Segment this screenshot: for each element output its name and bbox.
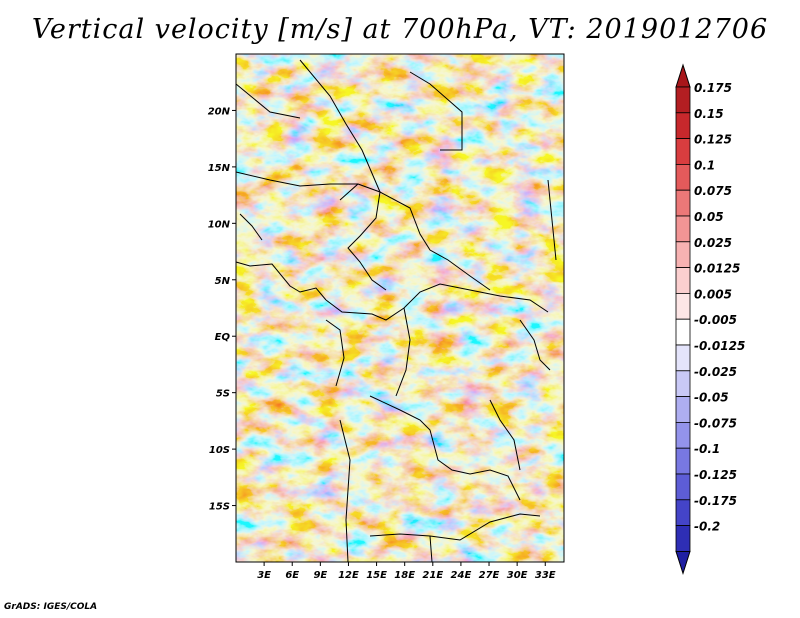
chart-title: Vertical velocity [m/s] at 700hPa, VT: 2… — [31, 14, 769, 45]
country-border — [325, 319, 345, 387]
country-border — [379, 191, 491, 291]
colorbar-swatch — [675, 525, 691, 552]
colorbar-bottom-cap — [675, 550, 691, 576]
lon-tick-label: 15E — [366, 570, 387, 581]
lon-tick-label: 9E — [313, 570, 327, 581]
colorbar-label: -0.125 — [694, 468, 737, 482]
lon-tick-label: 33E — [535, 570, 556, 581]
country-border — [239, 213, 263, 241]
lon-tick-label: 3E — [257, 570, 271, 581]
colorbar-label: -0.0125 — [694, 339, 745, 353]
lon-tick-label: 12E — [338, 570, 359, 581]
colorbar-label: 0.15 — [694, 107, 724, 121]
map-frame — [235, 53, 565, 563]
colorbar-label: 0.0125 — [694, 262, 740, 276]
colorbar-swatch — [675, 215, 691, 243]
lat-tick-label: 5N — [215, 276, 231, 287]
lat-tick-label: 5S — [216, 389, 230, 400]
country-border — [519, 319, 551, 371]
country-border — [369, 513, 541, 541]
lat-tick-label: 10S — [209, 445, 230, 456]
colorbar-label: 0.025 — [694, 236, 732, 250]
colorbar-top-cap — [675, 63, 691, 88]
longitude-axis: 3E 6E 9E 12E 15E 18E 21E 24E 27E 30E 33E — [257, 562, 556, 581]
country-border — [409, 71, 463, 151]
colorbar-swatch — [675, 344, 691, 372]
colorbar-swatch — [675, 112, 691, 140]
country-border — [547, 179, 557, 261]
colorbar-label: -0.05 — [694, 391, 729, 405]
colorbar-swatch — [675, 447, 691, 475]
colorbar-swatch — [675, 86, 691, 114]
country-border — [395, 307, 411, 397]
country-borders — [235, 59, 557, 563]
plot-area — [235, 53, 565, 563]
country-border — [325, 283, 549, 321]
colorbar-label: 0.075 — [694, 184, 732, 198]
colorbar-swatch — [675, 267, 691, 294]
grads-credit: GrADS: IGES/COLA — [4, 602, 98, 612]
colorbar-swatch — [675, 138, 691, 165]
country-border — [339, 183, 387, 291]
lat-tick-label: 15N — [208, 163, 231, 174]
vertical-velocity-shading — [236, 54, 564, 562]
colorbar-label: -0.025 — [694, 365, 737, 379]
colorbar-swatch — [675, 189, 691, 217]
lon-tick-label: 6E — [285, 570, 299, 581]
country-border — [339, 419, 351, 563]
colorbar-label: -0.2 — [694, 520, 720, 534]
colorbar: 0.175 0.15 0.125 0.1 0.075 0.05 0.025 0.0125 0.0… — [675, 63, 745, 576]
lat-tick-label: 10N — [208, 219, 231, 230]
country-border — [429, 535, 433, 563]
country-border — [235, 261, 327, 301]
lon-tick-label: 21E — [422, 570, 443, 581]
country-border — [369, 395, 521, 501]
colorbar-swatch — [675, 318, 691, 346]
colorbar-label: 0.175 — [694, 81, 732, 95]
lat-tick-label: 20N — [208, 106, 231, 117]
colorbar-label: 0.1 — [694, 158, 715, 172]
colorbar-label: -0.1 — [694, 442, 720, 456]
country-border — [235, 83, 301, 119]
colorbar-label: 0.125 — [694, 133, 732, 147]
colorbar-label: 0.005 — [694, 287, 732, 301]
lon-tick-label: 30E — [507, 570, 528, 581]
colorbar-swatch — [675, 241, 691, 269]
colorbar-swatch — [675, 163, 691, 191]
colorbar-swatch — [675, 421, 691, 449]
lon-tick-label: 27E — [479, 570, 500, 581]
colorbar-label: -0.005 — [694, 313, 737, 327]
country-border — [299, 59, 381, 193]
country-border — [235, 171, 358, 187]
latitude-axis: 20N 15N 10N 5N EQ 5S 10S 15S — [208, 106, 236, 513]
colorbar-label: -0.175 — [694, 494, 737, 508]
lat-tick-label: 15S — [209, 502, 230, 513]
colorbar-swatch — [675, 370, 691, 397]
colorbar-label: 0.05 — [694, 210, 724, 224]
colorbar-swatch — [675, 473, 691, 501]
colorbar-swatch — [675, 499, 691, 526]
country-border — [489, 399, 521, 471]
lon-tick-label: 18E — [394, 570, 415, 581]
lon-tick-label: 24E — [451, 570, 472, 581]
colorbar-label: -0.075 — [694, 416, 737, 430]
colorbar-swatch — [675, 292, 691, 320]
lat-tick-label: EQ — [215, 332, 231, 343]
colorbar-swatch — [675, 396, 691, 423]
